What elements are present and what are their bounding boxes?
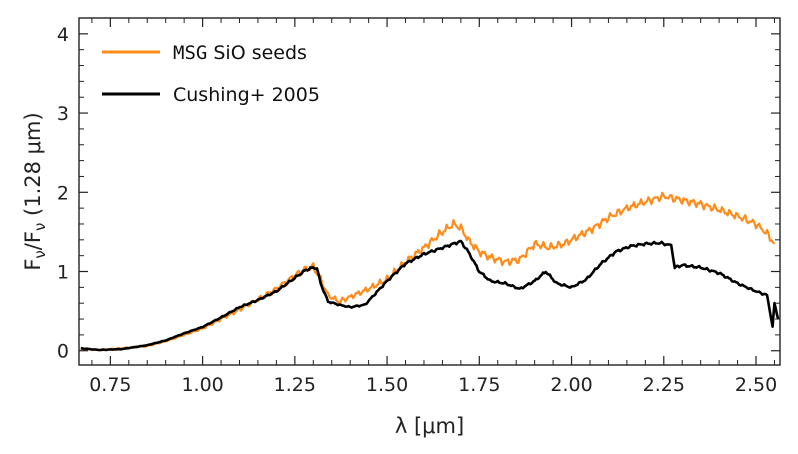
x-tick-label: 2.50	[735, 374, 777, 396]
x-tick-label: 0.75	[89, 374, 131, 396]
axes: 0.75 1.00 1.25 1.50 1.75 2.00 2.25 2.50 0 1 2 3 4	[57, 17, 781, 396]
y-axis-label: Fν/Fν (1.28 μm)	[21, 112, 49, 270]
plot-frame	[78, 17, 781, 366]
x-tick-label: 1.25	[274, 374, 316, 396]
y-tick-label: 1	[57, 262, 69, 284]
series-layer	[80, 191, 780, 352]
legend-label: MSG SiO seeds	[173, 42, 307, 64]
y-tick-label: 2	[57, 182, 69, 204]
y-tick-label: 4	[57, 24, 69, 46]
x-axis-label: λ [μm]	[395, 414, 464, 438]
legend: MSG SiO seeds Cushing+ 2005	[102, 42, 320, 106]
x-tick-label: 1.00	[181, 374, 223, 396]
x-tick-label: 2.25	[643, 374, 685, 396]
x-tick-label: 1.75	[458, 374, 500, 396]
y-tick-label: 0	[57, 341, 69, 363]
series-line-msg-sio-seeds	[80, 191, 776, 352]
y-tick-label: 3	[57, 103, 69, 125]
x-tick-label: 1.50	[366, 374, 408, 396]
x-tick-label: 2.00	[550, 374, 592, 396]
series-line-cushing-2005	[80, 239, 780, 352]
legend-label: Cushing+ 2005	[173, 84, 320, 106]
